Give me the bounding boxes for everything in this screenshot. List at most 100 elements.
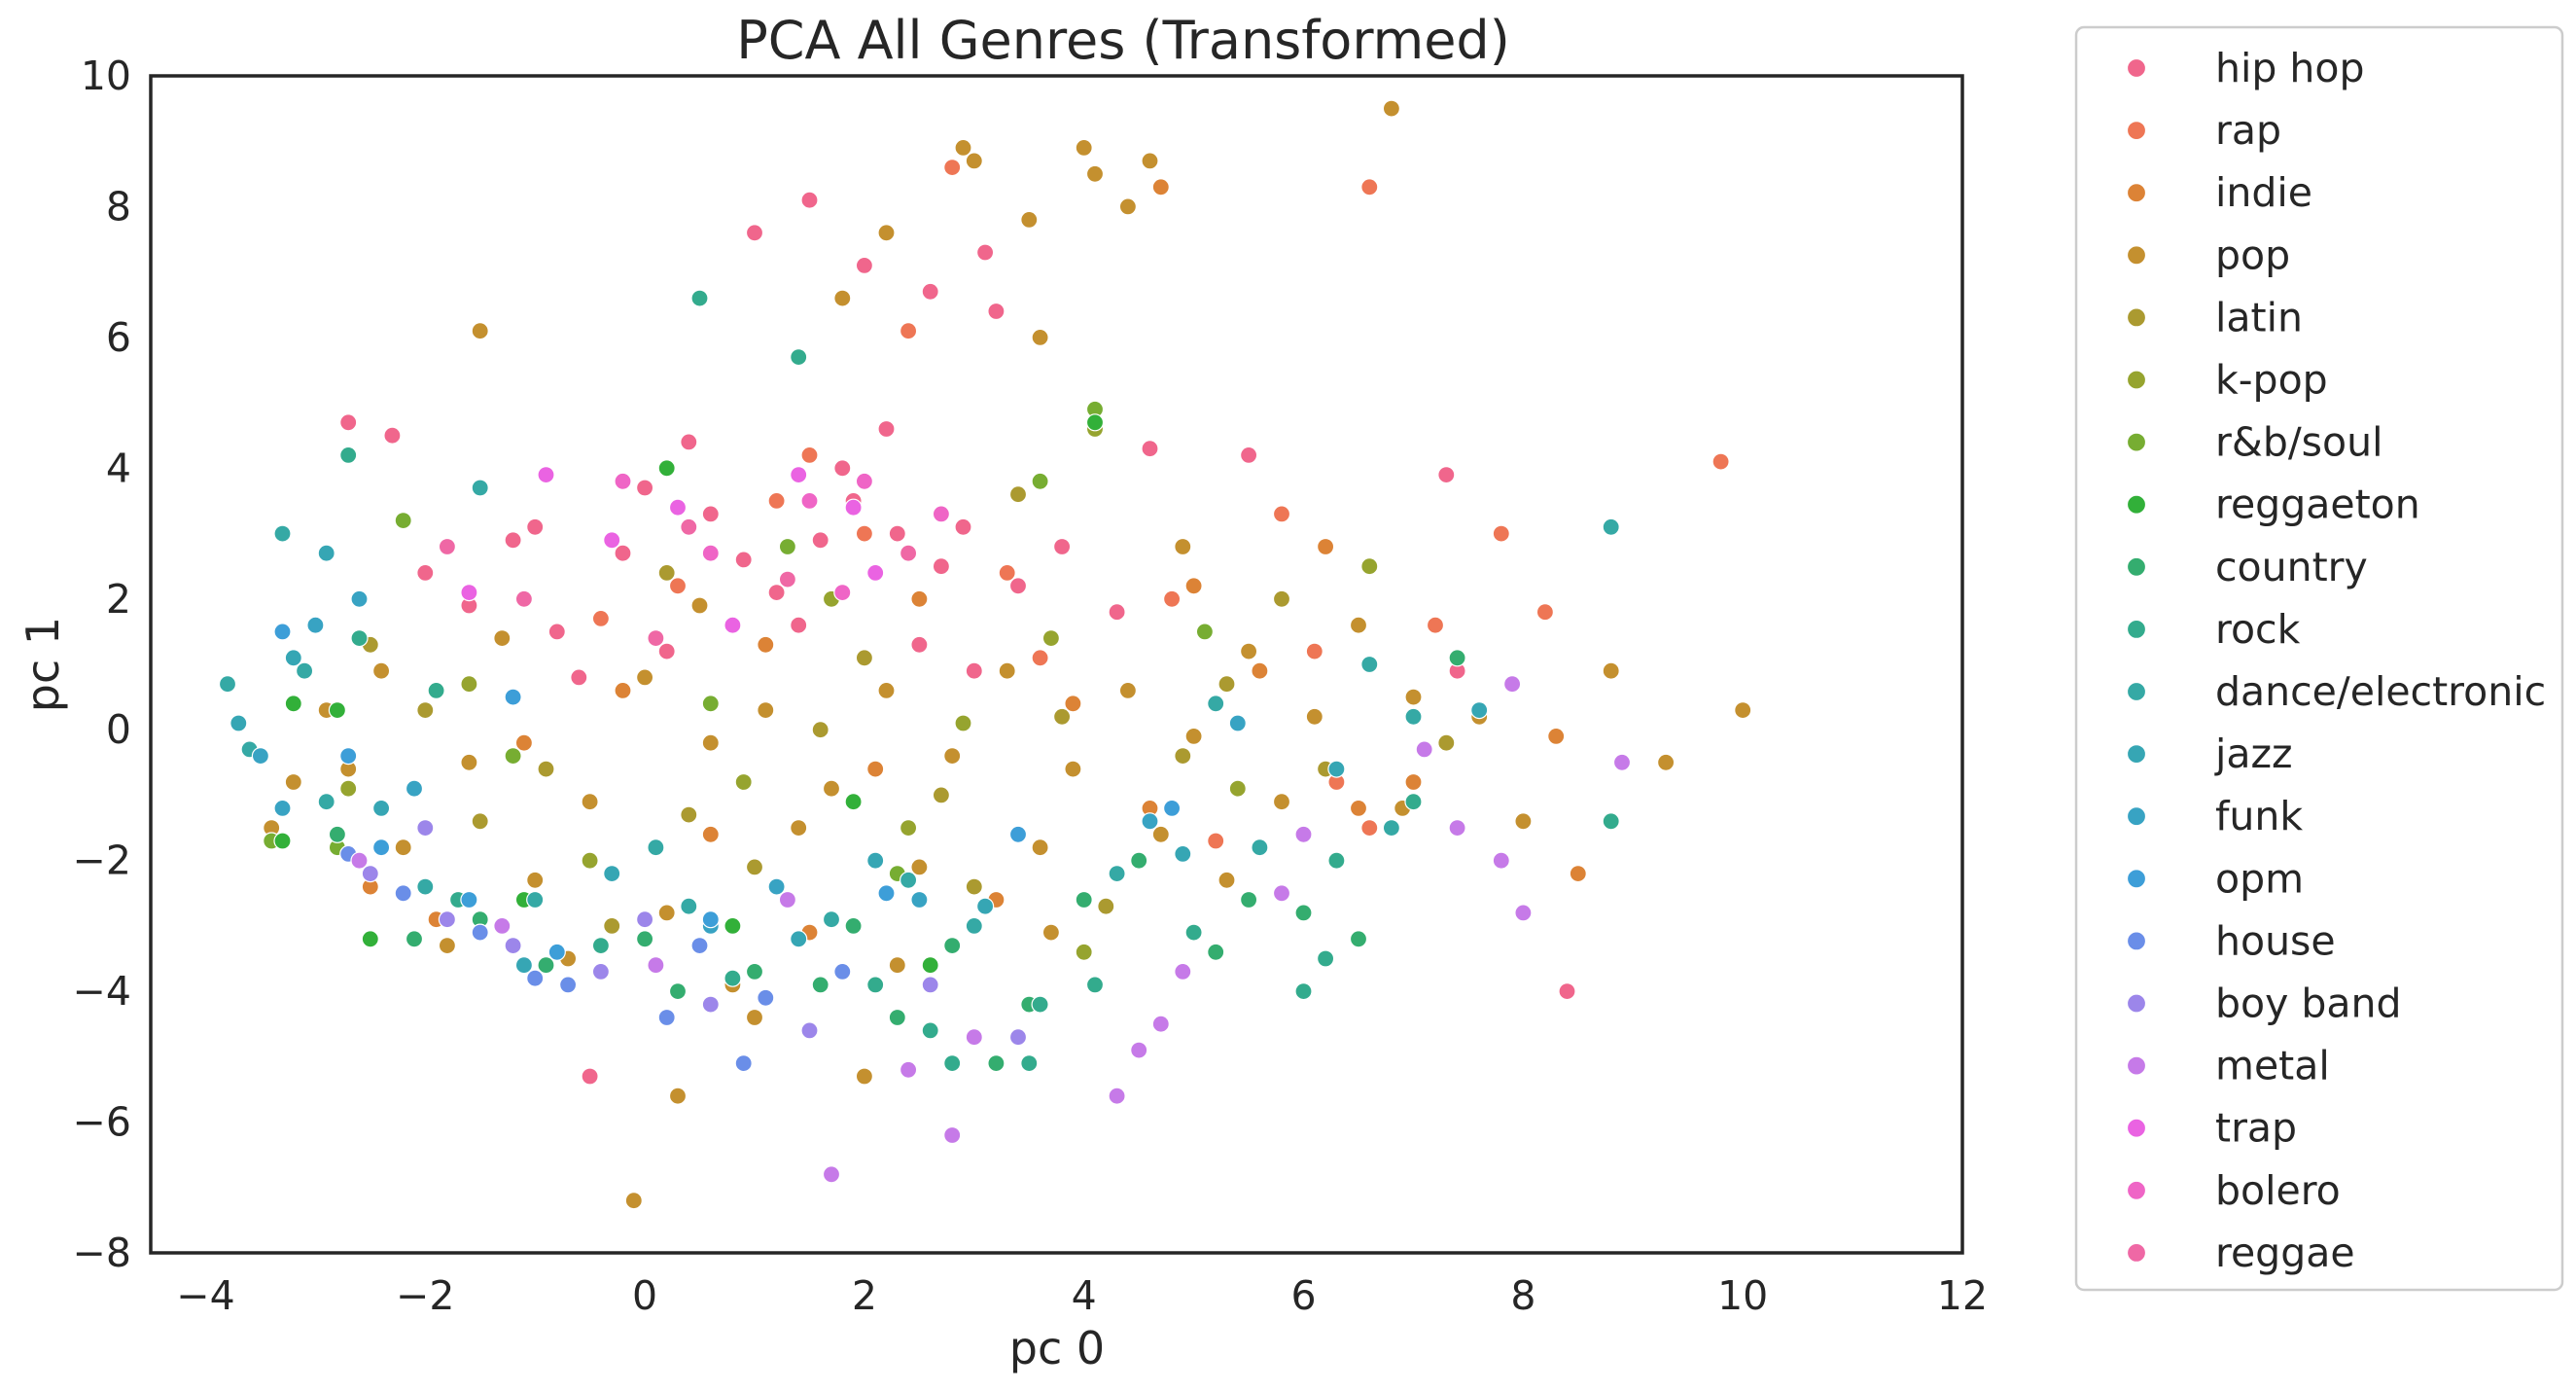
data-point — [888, 956, 906, 975]
data-point — [547, 943, 566, 961]
data-point — [833, 289, 852, 307]
data-point — [1349, 930, 1368, 948]
legend-marker — [2126, 869, 2147, 889]
data-point — [680, 517, 698, 536]
data-point — [1437, 733, 1456, 752]
data-point — [504, 746, 522, 766]
data-point — [514, 956, 534, 975]
data-point — [1316, 949, 1335, 968]
y-tick-label: 6 — [106, 314, 131, 361]
legend-label: pop — [2215, 232, 2290, 278]
legend-marker — [2126, 619, 2147, 640]
data-point — [1547, 727, 1566, 746]
legend-label: funk — [2215, 793, 2303, 839]
legend-label: hip hop — [2215, 45, 2365, 91]
data-point — [910, 890, 929, 910]
data-point — [1569, 864, 1587, 883]
data-point — [614, 544, 632, 562]
data-point — [1228, 714, 1247, 732]
data-point — [822, 779, 841, 798]
data-point — [635, 668, 654, 687]
data-point — [460, 675, 478, 694]
data-point — [1239, 890, 1258, 910]
data-point — [1294, 981, 1313, 1001]
data-point — [790, 818, 808, 838]
data-point — [1151, 1015, 1170, 1033]
data-point — [790, 616, 808, 634]
data-point — [701, 995, 720, 1014]
data-point — [855, 1067, 874, 1086]
data-point — [975, 243, 995, 262]
data-point — [701, 544, 720, 562]
legend-label: country — [2215, 544, 2368, 590]
data-point — [1305, 707, 1323, 726]
data-point — [975, 897, 995, 915]
data-point — [954, 714, 972, 732]
legend: hip hop rap indie pop latin k-pop r&b/soul regg… — [2126, 45, 2546, 1276]
data-point — [800, 1021, 819, 1040]
data-point — [965, 877, 983, 896]
data-point — [471, 923, 489, 942]
x-tick-label: 10 — [1717, 1272, 1768, 1319]
data-point — [635, 910, 654, 929]
data-point — [1327, 851, 1346, 870]
data-point — [668, 498, 688, 517]
data-point — [965, 661, 983, 680]
data-point — [1075, 943, 1093, 961]
data-point — [1108, 864, 1126, 883]
data-point — [800, 446, 819, 464]
data-point — [943, 159, 962, 177]
data-point — [734, 1053, 753, 1073]
data-point — [383, 426, 402, 445]
data-point — [350, 628, 369, 648]
data-point — [1294, 904, 1313, 922]
data-point — [1108, 603, 1126, 622]
data-point — [701, 910, 720, 929]
data-point — [1294, 825, 1313, 843]
x-tick-label: 0 — [632, 1272, 657, 1319]
legend-label: reggaeton — [2215, 482, 2420, 528]
data-point — [1031, 472, 1049, 490]
data-point — [361, 864, 379, 883]
data-point — [668, 981, 688, 1001]
data-point — [844, 498, 863, 517]
data-point — [537, 760, 555, 778]
data-point — [372, 838, 391, 857]
data-point — [723, 916, 742, 936]
data-point — [811, 531, 829, 550]
data-point — [866, 976, 885, 994]
data-point — [394, 838, 412, 857]
data-point — [767, 491, 786, 511]
data-point — [745, 1008, 764, 1027]
legend-marker — [2126, 494, 2147, 515]
y-tick-label: −4 — [73, 968, 131, 1015]
data-point — [866, 760, 885, 778]
data-point — [339, 446, 358, 464]
data-point — [833, 583, 852, 602]
data-point — [1382, 818, 1401, 838]
plot-frame — [149, 74, 1964, 1255]
x-tick-label: 6 — [1290, 1272, 1316, 1319]
data-point — [1437, 466, 1456, 484]
data-point — [943, 1125, 962, 1145]
data-point — [855, 524, 874, 543]
data-point — [899, 544, 918, 562]
y-tick-label: 10 — [81, 53, 131, 99]
data-point — [647, 956, 665, 975]
data-point — [1228, 779, 1247, 798]
data-point — [1130, 851, 1148, 870]
data-point — [668, 577, 688, 595]
data-point — [1085, 164, 1105, 183]
data-point — [624, 1192, 643, 1210]
data-point — [954, 138, 972, 157]
x-tick-label: 8 — [1510, 1272, 1535, 1319]
data-point — [1239, 446, 1258, 464]
data-point — [614, 472, 632, 490]
data-point — [526, 969, 545, 987]
data-point — [1239, 642, 1258, 660]
data-point — [317, 544, 335, 562]
legend-label: metal — [2215, 1043, 2330, 1089]
data-point — [701, 505, 720, 523]
data-point — [680, 897, 698, 915]
